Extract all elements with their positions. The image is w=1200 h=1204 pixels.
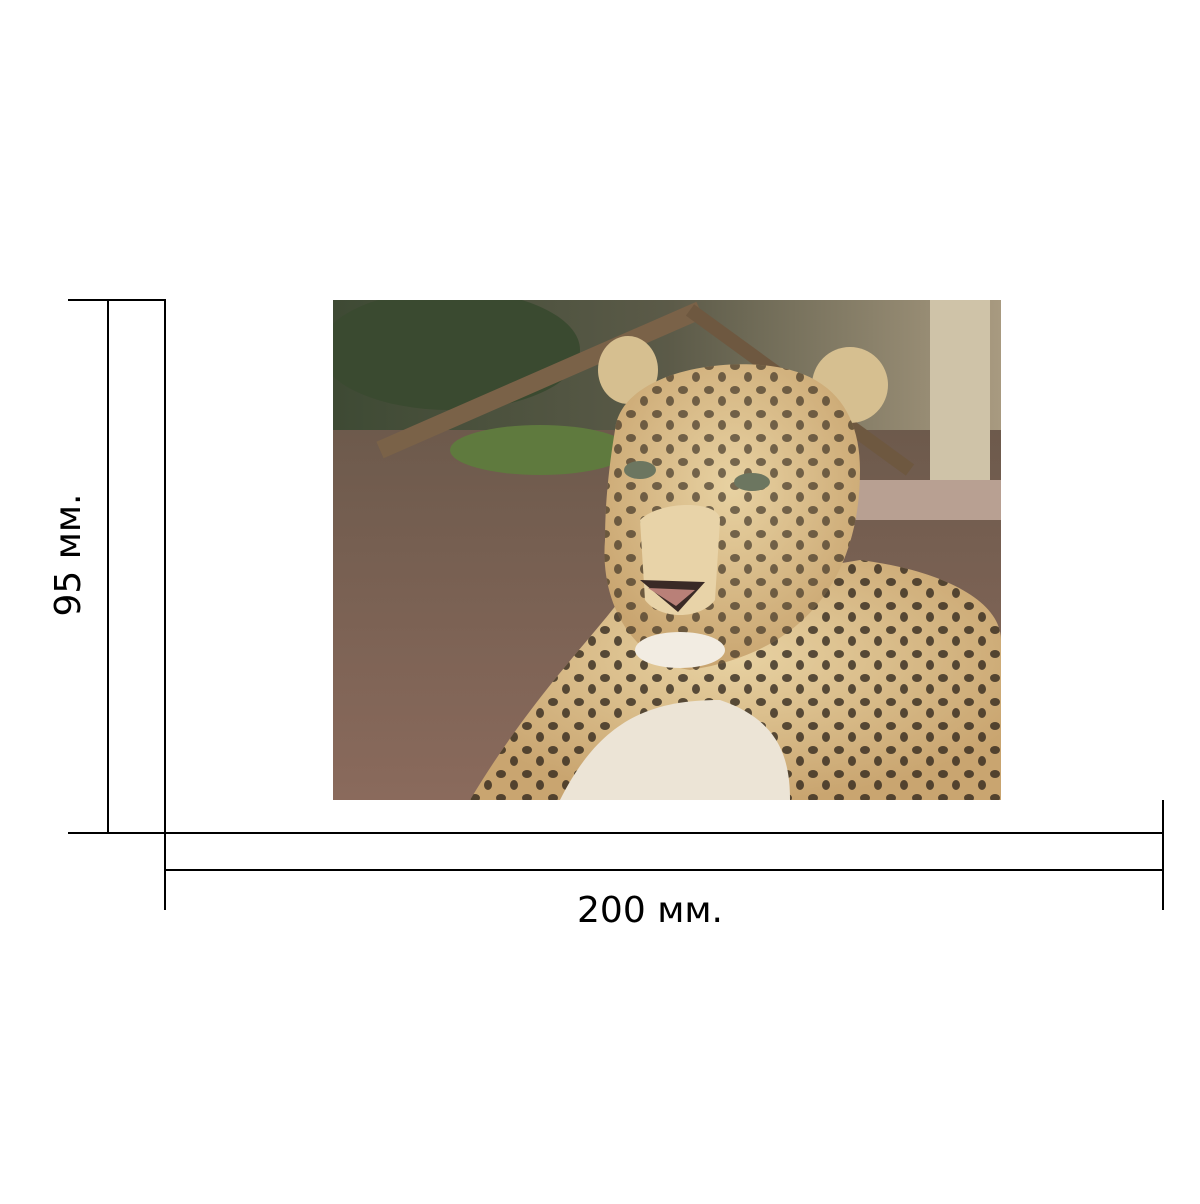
width-dimension: 200 мм. bbox=[164, 800, 1164, 931]
width-label: 200 мм. bbox=[577, 890, 723, 931]
photo bbox=[333, 300, 1001, 800]
height-label: 95 мм. bbox=[48, 493, 89, 616]
height-dimension: 95 мм. bbox=[48, 299, 166, 834]
